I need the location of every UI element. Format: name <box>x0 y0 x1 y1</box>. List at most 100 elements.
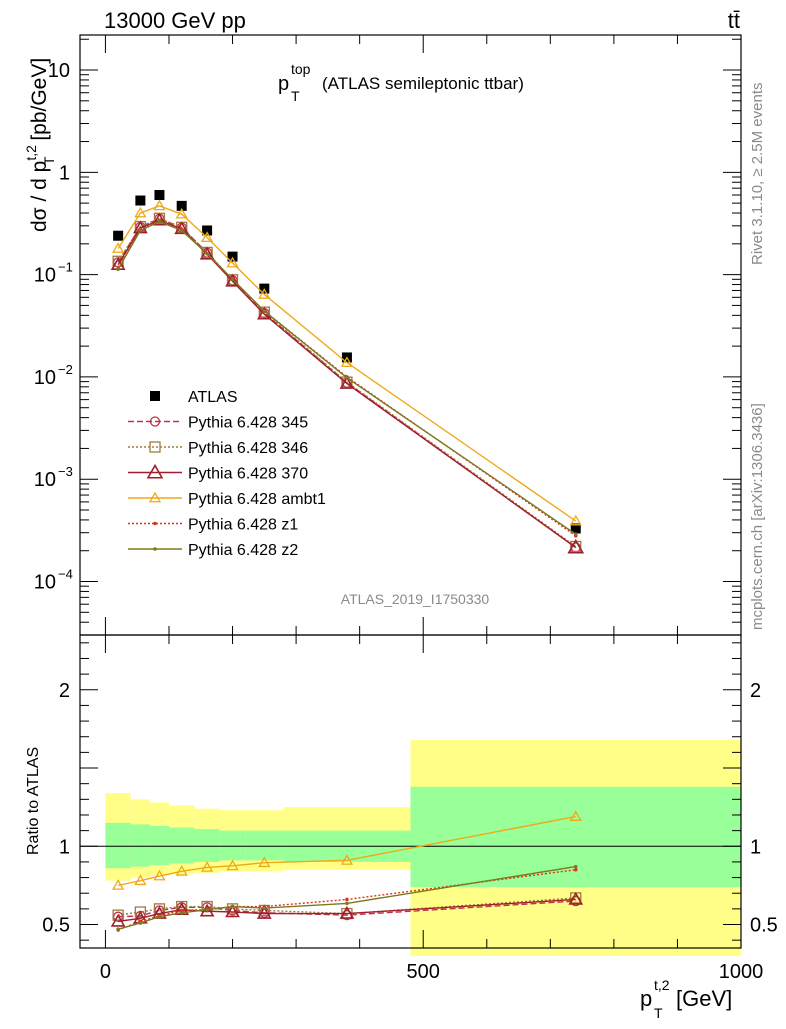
legend-label-0: ATLAS <box>188 389 238 406</box>
main-point-6-5 <box>230 277 235 282</box>
main-point-4-6 <box>258 288 271 299</box>
ratio-point-2-5 <box>225 904 240 918</box>
main-point-6-6 <box>262 309 267 313</box>
ratio-point-5-4 <box>205 907 209 912</box>
ytick-label-ratio-left-2: 2 <box>59 680 70 702</box>
ytick-exp-main-3: −2 <box>58 362 73 377</box>
ytick-label-main-3: 10 <box>34 367 56 389</box>
main-point-0-4 <box>202 225 213 236</box>
ytick-exp-main-4: −3 <box>58 464 73 479</box>
ratio-point-5-2 <box>157 914 162 919</box>
ratio-point-3-1 <box>134 874 147 886</box>
main-point-0-8 <box>570 523 581 534</box>
ylabel-prefix: dσ / d p <box>28 161 51 232</box>
ytick-exp-main-5: −4 <box>58 567 73 582</box>
xtick-label-500: 500 <box>407 961 440 983</box>
ratio-point-2-6 <box>256 905 272 919</box>
main-point-3-3 <box>174 221 190 235</box>
plot-title: p top T (ATLAS semileptonic ttbar) <box>278 61 524 104</box>
ytick-label-ratio-right-2: 2 <box>750 680 761 702</box>
band-inner-4 <box>194 829 220 862</box>
main-point-0-3 <box>176 200 187 211</box>
ratio-point-1-5 <box>226 903 239 915</box>
ratio-point-2-8 <box>568 891 584 905</box>
main-frame <box>79 34 742 636</box>
legend-marker-6 <box>153 547 157 551</box>
ratio-line-0 <box>118 900 576 918</box>
band-inner-3 <box>168 827 195 864</box>
legend-marker-4 <box>148 491 162 503</box>
legend-label-5: Pythia 6.428 z1 <box>188 517 298 534</box>
legend-label-6: Pythia 6.428 z2 <box>188 542 298 559</box>
main-point-4-2 <box>153 199 166 211</box>
main-point-3-4 <box>199 246 215 260</box>
legend-marker-2 <box>149 441 161 453</box>
xlabel-sub: T <box>654 1005 663 1021</box>
header-right: tt̄ <box>728 8 740 33</box>
legend-marker-0 <box>150 391 160 401</box>
ratio-line-3 <box>117 815 576 887</box>
ratio-point-2-0 <box>110 913 126 927</box>
main-point-0-1 <box>135 195 146 206</box>
ytick-label-ratio-left-0: 0.5 <box>42 915 70 937</box>
svg-text:dσ / d pt,2T [pb/GeV]: dσ / d pt,2T [pb/GeV] <box>23 58 57 232</box>
ytick-label-ratio-left-1: 1 <box>59 836 70 858</box>
main-point-0-2 <box>154 190 165 201</box>
ratio-point-2-7 <box>339 905 355 919</box>
ratio-point-5-7 <box>345 901 349 906</box>
main-point-6-1 <box>138 228 143 233</box>
ratio-point-5-1 <box>138 921 143 925</box>
header-left: 13000 GeV pp <box>104 8 246 33</box>
legend-marker-3 <box>146 463 164 479</box>
ylabel-sup: t,2 <box>23 145 39 161</box>
main-point-6-8 <box>573 532 578 537</box>
legend-label-4: Pythia 6.428 ambt1 <box>188 491 326 508</box>
main-line-4 <box>117 205 577 522</box>
main-point-6-2 <box>157 219 162 224</box>
ratio-point-4-8 <box>573 867 578 872</box>
ratio-point-5-0 <box>116 927 120 932</box>
title-sub: T <box>291 88 300 104</box>
main-point-4-4 <box>200 231 214 243</box>
band-inner-0 <box>105 822 131 869</box>
main-point-6-4 <box>205 251 209 256</box>
title-rest: (ATLAS semileptonic ttbar) <box>322 74 524 93</box>
ylabel-suffix: [pb/GeV] <box>28 58 51 147</box>
xlabel-sup: t,2 <box>654 977 670 993</box>
xlabel-base: p <box>640 986 652 1011</box>
legend-label-1: Pythia 6.428 345 <box>188 415 308 432</box>
ratio-panel: 0 500 1000 0.5 0.5 1 1 2 2 <box>42 634 778 983</box>
main-point-4-8 <box>569 514 582 526</box>
ratio-point-5-3 <box>179 910 184 915</box>
ratio-point-3-4 <box>200 861 214 872</box>
main-line-2 <box>117 217 577 548</box>
main-line-3 <box>117 219 577 549</box>
ratio-point-3-8 <box>569 810 582 821</box>
main-point-3-5 <box>225 273 240 287</box>
ratio-point-5-5 <box>230 904 235 909</box>
main-point-6-7 <box>345 376 349 380</box>
ratio-point-3-7 <box>340 854 354 865</box>
legend: ATLAS Pythia 6.428 345 Pythia 6.428 346 Pyt… <box>128 389 326 559</box>
band-inner-2 <box>149 825 169 866</box>
legend-marker-5 <box>153 521 157 526</box>
ytick-label-main-2: 10 <box>34 265 56 287</box>
main-point-3-7 <box>339 376 355 389</box>
main-point-6-0 <box>116 267 120 271</box>
ratio-point-3-3 <box>175 865 188 876</box>
main-point-3-1 <box>133 220 148 234</box>
main-point-4-7 <box>340 356 354 368</box>
band-inner-1 <box>130 824 150 867</box>
main-point-4-5 <box>226 256 239 268</box>
mcplots-label: mcplots.cern.ch [arXiv:1306.3436] <box>749 403 766 630</box>
xlabel-suffix: [GeV] <box>676 986 732 1011</box>
ratio-point-1-0 <box>112 909 124 921</box>
ytick-label-main-5: 10 <box>34 572 56 594</box>
ratio-point-1-1 <box>134 906 147 918</box>
band-inner-6 <box>245 830 284 861</box>
ratio-point-3-0 <box>112 879 125 890</box>
band-inner-8 <box>410 786 741 887</box>
ylabel-main: dσ / d pt,2T [pb/GeV] <box>23 58 57 232</box>
legend-marker-1 <box>149 416 161 427</box>
